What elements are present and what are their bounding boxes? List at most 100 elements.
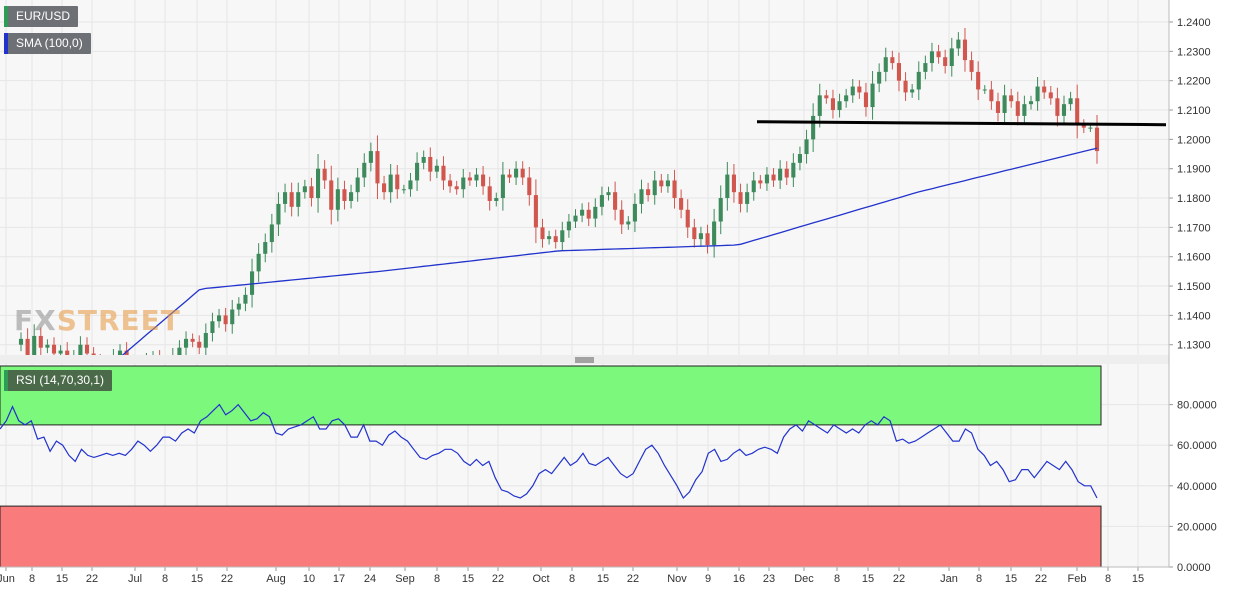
time-tick-label: Nov bbox=[667, 573, 687, 585]
time-tick-label: 10 bbox=[303, 573, 315, 585]
candle-body bbox=[474, 174, 479, 181]
candle-body bbox=[84, 344, 90, 354]
candle-body bbox=[639, 189, 644, 204]
time-tick-label: 22 bbox=[492, 573, 504, 585]
rsi-tick-label: 0.0000 bbox=[1177, 562, 1211, 574]
rsi-zones bbox=[0, 365, 1102, 568]
candle-body bbox=[322, 168, 327, 181]
candle-body bbox=[837, 101, 842, 111]
rsi-label[interactable]: RSI (14,70,30,1) bbox=[4, 370, 113, 391]
candle-body bbox=[1088, 127, 1093, 129]
time-tick-label: Sep bbox=[395, 573, 415, 585]
candle-body bbox=[593, 206, 598, 219]
price-tick-label: 1.2000 bbox=[1177, 134, 1211, 146]
candle-body bbox=[342, 189, 347, 201]
rsi-line bbox=[0, 403, 1098, 499]
candle-body bbox=[434, 165, 439, 172]
candle-body bbox=[382, 183, 387, 193]
candle-body bbox=[916, 71, 921, 90]
candle-body bbox=[698, 233, 703, 240]
price-tick-label: 1.1600 bbox=[1177, 252, 1211, 264]
candle-body bbox=[500, 174, 505, 199]
candle-body bbox=[870, 83, 875, 108]
candles bbox=[18, 28, 1100, 355]
candle-body bbox=[863, 92, 869, 108]
candle-body bbox=[725, 174, 730, 199]
candle-body bbox=[672, 180, 677, 199]
candle-body bbox=[243, 294, 248, 304]
candle-body bbox=[580, 209, 585, 216]
candle-body bbox=[1081, 124, 1086, 128]
candle-body bbox=[1015, 101, 1020, 116]
candle-body bbox=[32, 335, 37, 355]
resize-handle-icon[interactable] bbox=[575, 357, 594, 363]
time-tick-label: Jan bbox=[940, 573, 958, 585]
time-tick-label: 15 bbox=[597, 573, 609, 585]
candle-body bbox=[659, 180, 664, 187]
time-tick-label: 15 bbox=[1005, 573, 1017, 585]
candle-body bbox=[1009, 95, 1014, 102]
time-tick-label: Aug bbox=[266, 573, 286, 585]
rsi-tick-label: 80.0000 bbox=[1177, 400, 1217, 412]
candle-body bbox=[626, 221, 631, 225]
candle-body bbox=[441, 165, 446, 181]
time-tick-label: 15 bbox=[862, 573, 874, 585]
candle-body bbox=[210, 321, 215, 333]
price-tick-label: 1.1800 bbox=[1177, 193, 1211, 205]
sma-label[interactable]: SMA (100,0) bbox=[4, 33, 91, 54]
candle-body bbox=[652, 180, 657, 196]
candle-body bbox=[514, 168, 519, 178]
candle-body bbox=[236, 303, 241, 310]
rsi-axis: 80.0000 60.0000 40.0000 20.0000 0.0000 bbox=[1169, 400, 1217, 574]
candle-body bbox=[962, 39, 968, 61]
candle-body bbox=[982, 89, 987, 91]
candle-body bbox=[190, 338, 195, 342]
candle-body bbox=[949, 48, 954, 67]
time-tick-label: Jul bbox=[128, 573, 142, 585]
candle-body bbox=[758, 180, 763, 184]
candle-body bbox=[718, 198, 723, 222]
candle-body bbox=[1035, 86, 1040, 102]
rsi-tick-label: 40.0000 bbox=[1177, 481, 1217, 493]
candle-body bbox=[784, 168, 789, 178]
candle-body bbox=[349, 192, 354, 201]
candle-body bbox=[929, 51, 935, 64]
candle-body bbox=[401, 189, 406, 191]
time-tick-label: 24 bbox=[364, 573, 376, 585]
time-tick-label: 8 bbox=[162, 573, 168, 585]
price-tick-label: 1.2200 bbox=[1177, 76, 1211, 88]
candle-body bbox=[1048, 92, 1053, 99]
candle-body bbox=[566, 221, 571, 231]
price-tick-label: 1.2400 bbox=[1177, 17, 1211, 29]
candle-body bbox=[230, 309, 235, 325]
time-tick-label: 23 bbox=[763, 573, 775, 585]
candle-body bbox=[830, 98, 835, 111]
candle-body bbox=[461, 177, 466, 190]
candle-body bbox=[791, 162, 796, 178]
price-axis: 1.2400 1.2300 1.2200 1.2100 1.2000 1.1900 1.18… bbox=[1169, 17, 1211, 352]
candle-body bbox=[388, 174, 393, 193]
candle-body bbox=[883, 57, 888, 72]
candle-body bbox=[903, 80, 908, 93]
candle-body bbox=[665, 180, 670, 187]
pair-label[interactable]: EUR/USD bbox=[4, 6, 79, 27]
candle-body bbox=[355, 177, 360, 193]
candle-body bbox=[428, 156, 433, 172]
candle-body bbox=[183, 338, 189, 348]
candle-body bbox=[923, 63, 928, 72]
candle-body bbox=[573, 215, 578, 222]
candle-body bbox=[481, 174, 486, 187]
candle-body bbox=[764, 174, 769, 184]
sma-line bbox=[121, 147, 1098, 355]
candle-body bbox=[269, 224, 274, 243]
oversold-zone bbox=[0, 505, 1102, 568]
candle-body bbox=[203, 332, 208, 348]
price-tick-label: 1.1500 bbox=[1177, 281, 1211, 293]
candle-body bbox=[606, 192, 611, 196]
time-axis: Jun 8 15 22 Jul 8 15 22 Aug 10 17 24 Sep 8 15 22 Oct 8 15 2… bbox=[0, 567, 1144, 585]
time-tick-label: 8 bbox=[1105, 573, 1111, 585]
rsi-tick-label: 20.0000 bbox=[1177, 521, 1217, 533]
price-grid bbox=[0, 0, 1169, 355]
candle-body bbox=[877, 71, 882, 84]
price-tick-label: 1.1900 bbox=[1177, 164, 1211, 176]
